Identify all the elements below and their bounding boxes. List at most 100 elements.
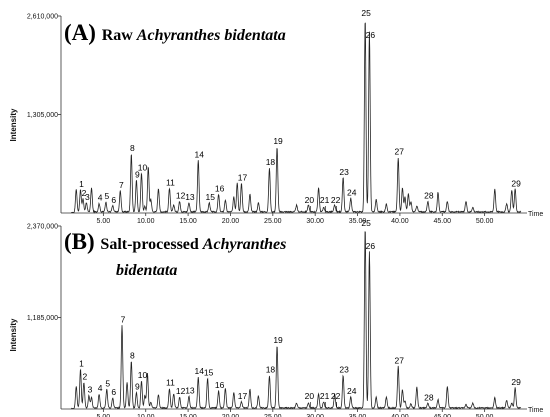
x-tick-label: 45.00	[434, 414, 452, 417]
peak-label-25: 25	[361, 8, 371, 18]
peak-label-17: 17	[238, 391, 248, 401]
peak-label-21: 21	[320, 195, 330, 205]
panel-letter: (A)	[64, 20, 102, 45]
peak-label-20: 20	[305, 391, 315, 401]
peak-label-15: 15	[206, 192, 216, 202]
peak-label-6: 6	[111, 195, 116, 205]
peak-label-15: 15	[204, 368, 214, 378]
x-tick-label: 15.00	[179, 218, 197, 225]
peak-label-26: 26	[366, 241, 376, 251]
peak-label-13: 13	[185, 192, 195, 202]
peak-label-21: 21	[320, 391, 330, 401]
y-tick-label: 1,185,000	[27, 315, 58, 322]
x-tick-label: 25.00	[264, 218, 282, 225]
y-tick-label: 2,610,000	[27, 14, 58, 21]
peak-label-4: 4	[98, 193, 103, 203]
x-tick-label: 30.00	[306, 218, 324, 225]
peak-label-27: 27	[394, 147, 404, 157]
peak-label-11: 11	[166, 378, 175, 388]
panel-title: (A) Raw Achyranthes bidentata	[64, 20, 286, 45]
peak-label-12: 12	[176, 386, 186, 396]
peak-label-23: 23	[339, 167, 349, 177]
peak-label-20: 20	[305, 195, 315, 205]
peak-label-18: 18	[266, 157, 276, 167]
x-tick-label: 30.00	[306, 414, 324, 417]
x-tick-label: 50.00	[476, 218, 494, 225]
x-tick-label: 20.00	[222, 414, 240, 417]
peak-label-23: 23	[339, 365, 349, 375]
panel-b: 2,370,0001,185,0005.0010.0015.0020.0025.…	[9, 218, 543, 417]
panel-title: (B) Salt-processed Achyranthes	[64, 229, 286, 254]
peak-label-16: 16	[215, 184, 225, 194]
title-plain: Salt-processed	[100, 236, 202, 253]
y-axis-label: Intensity	[9, 318, 18, 351]
peak-label-6: 6	[111, 387, 116, 397]
panel-a: 2,610,000 1,305,000 5.00 10.00 15.00 20.00 25.…	[9, 8, 543, 225]
peak-label-8: 8	[130, 351, 135, 361]
peak-label-26: 26	[366, 30, 376, 40]
peak-label-3: 3	[85, 192, 90, 202]
title-plain: Raw	[102, 27, 137, 44]
peak-label-10: 10	[138, 370, 148, 380]
peak-label-9: 9	[135, 169, 140, 179]
peak-label-27: 27	[394, 355, 404, 365]
peak-label-1: 1	[79, 358, 84, 368]
peak-label-25: 25	[361, 218, 371, 228]
x-tick-label: 10.00	[137, 218, 155, 225]
peak-label-29: 29	[511, 377, 521, 387]
peak-label-7: 7	[119, 180, 124, 190]
peak-label-16: 16	[215, 380, 225, 390]
x-tick-label: 40.00	[391, 218, 409, 225]
x-tick-label: 5.00	[97, 218, 111, 225]
peak-label-24: 24	[347, 187, 357, 197]
peak-label-1: 1	[79, 179, 84, 189]
x-tick-label: 10.00	[137, 414, 155, 417]
x-tick-label: 20.00	[222, 218, 240, 225]
peak-label-4: 4	[98, 383, 103, 393]
x-axis-label: Time	[528, 407, 543, 414]
chromatogram-trace	[71, 231, 522, 410]
peak-label-9: 9	[135, 382, 140, 392]
x-tick-label: 45.00	[434, 218, 452, 225]
peak-label-11: 11	[166, 178, 175, 188]
peak-label-2: 2	[82, 188, 87, 198]
peak-label-13: 13	[185, 385, 195, 395]
peak-label-2: 2	[83, 372, 88, 382]
peak-label-17: 17	[238, 172, 248, 182]
title-italic: Achyranthes bidentata	[136, 27, 286, 44]
peak-label-5: 5	[105, 191, 110, 201]
x-tick-label: 50.00	[476, 414, 494, 417]
peak-label-28: 28	[424, 392, 434, 402]
y-axis-label: Intensity	[9, 108, 18, 141]
peak-label-5: 5	[105, 378, 110, 388]
peak-label-8: 8	[130, 143, 135, 153]
title-italic: Achyranthes	[202, 236, 287, 253]
x-tick-label: 5.00	[97, 414, 111, 417]
x-tick-label: 25.00	[264, 414, 282, 417]
y-tick-label: 1,305,000	[27, 112, 58, 119]
chromatogram-trace	[71, 22, 522, 214]
peak-label-28: 28	[424, 190, 434, 200]
x-tick-label: 35.00	[349, 218, 367, 225]
peak-label-29: 29	[511, 178, 521, 188]
y-tick-label: 2,370,000	[27, 224, 58, 231]
x-axis-label: Time	[528, 211, 543, 218]
peak-label-14: 14	[195, 150, 205, 160]
peak-label-3: 3	[88, 385, 93, 395]
title-italic-line2: bidentata	[116, 262, 177, 279]
peak-label-12: 12	[176, 190, 186, 200]
peak-label-19: 19	[273, 136, 283, 146]
x-tick-label: 40.00	[391, 414, 409, 417]
panel-letter: (B)	[64, 229, 100, 254]
x-tick-label: 35.00	[349, 414, 367, 417]
peak-label-22: 22	[331, 391, 341, 401]
peak-label-7: 7	[121, 314, 126, 324]
peak-label-24: 24	[347, 386, 357, 396]
peak-label-14: 14	[195, 366, 205, 376]
peak-label-18: 18	[266, 365, 276, 375]
peak-label-10: 10	[138, 163, 148, 173]
peak-label-19: 19	[273, 335, 283, 345]
x-tick-label: 15.00	[179, 414, 197, 417]
peak-label-22: 22	[331, 195, 341, 205]
